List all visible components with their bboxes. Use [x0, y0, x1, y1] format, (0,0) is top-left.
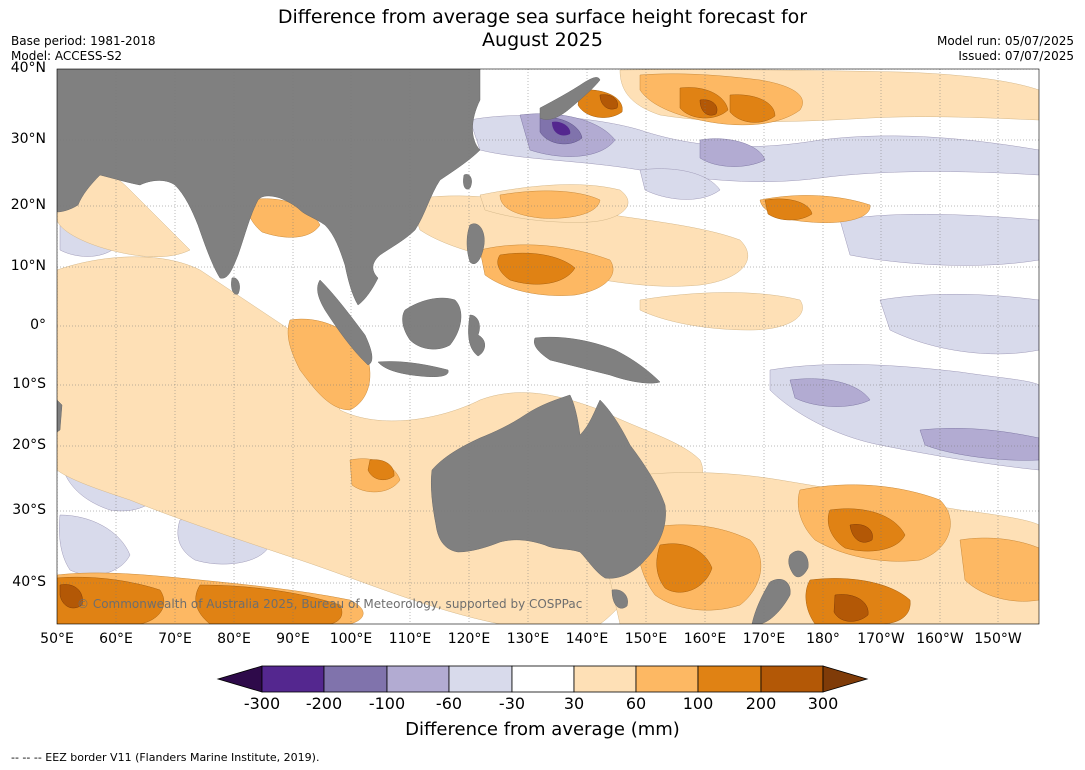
colorbar-segment — [511, 665, 575, 693]
latitude-label: 20°N — [10, 197, 46, 213]
map-frame — [56, 68, 1040, 625]
colorbar — [216, 665, 869, 693]
longitude-label: 120°E — [447, 631, 491, 647]
anomaly-dark-orange-regions — [59, 94, 873, 622]
colorbar-tick-label: -300 — [243, 694, 281, 713]
anomaly-deepest-purple-region — [552, 121, 571, 136]
map-credit: © Commonwealth of Australia 2025, Bureau… — [77, 597, 583, 611]
longitude-label: 160°W — [916, 631, 964, 647]
longitude-label: 160°E — [683, 631, 727, 647]
colorbar-tick-label: 100 — [682, 694, 714, 713]
colorbar-segment — [573, 665, 637, 693]
longitude-label: 170°E — [742, 631, 786, 647]
longitude-label: 130°E — [506, 631, 550, 647]
latitude-label: 40°S — [12, 574, 46, 590]
longitude-label: 140°E — [565, 631, 609, 647]
longitude-label: 110°E — [388, 631, 432, 647]
colorbar-segment — [261, 665, 325, 693]
longitude-label: 180° — [806, 631, 840, 647]
latitude-label: 10°N — [10, 258, 46, 274]
longitude-label: 90°E — [276, 631, 310, 647]
colorbar-tick-label: -100 — [368, 694, 406, 713]
colorbar-segment — [760, 665, 824, 693]
latitude-label: 30°S — [12, 502, 46, 518]
colorbar-tick-label: 300 — [807, 694, 839, 713]
colorbar-extend-min — [216, 665, 263, 693]
colorbar-tick-label: -200 — [305, 694, 343, 713]
model-run: Model run: 05/07/2025 — [936, 34, 1074, 48]
longitude-label: 150°E — [624, 631, 668, 647]
longitude-label: 80°E — [217, 631, 251, 647]
longitude-label: 70°E — [158, 631, 192, 647]
issued-date: Issued: 07/07/2025 — [958, 49, 1074, 63]
latitude-label: 10°S — [12, 376, 46, 392]
longitude-label: 60°E — [99, 631, 133, 647]
longitude-label: 170°W — [857, 631, 905, 647]
latitude-label: 0° — [30, 317, 46, 333]
colorbar-tick-label: -60 — [435, 694, 463, 713]
colorbar-tick-label: 60 — [625, 694, 647, 713]
colorbar-tick-label: 30 — [563, 694, 585, 713]
graticule-lines — [57, 69, 1039, 624]
latitude-label: 40°N — [10, 60, 46, 76]
colorbar-tick-label: 200 — [745, 694, 777, 713]
colorbar-segment — [323, 665, 388, 693]
eez-footnote: -- -- -- EEZ border V11 (Flanders Marine… — [11, 751, 320, 764]
colorbar-extend-max — [822, 665, 869, 693]
chart-title-line1: Difference from average sea surface heig… — [277, 6, 808, 28]
colorbar-segment — [386, 665, 450, 693]
latitude-label: 20°S — [12, 437, 46, 453]
latitude-label: 30°N — [10, 131, 46, 147]
model-name: Model: ACCESS-S2 — [11, 49, 123, 63]
colorbar-segment — [448, 665, 513, 693]
colorbar-title: Difference from average (mm) — [405, 719, 680, 740]
colorbar-tick-label: -30 — [498, 694, 526, 713]
colorbar-segment — [635, 665, 699, 693]
longitude-label: 50°E — [40, 631, 74, 647]
colorbar-segment — [697, 665, 762, 693]
longitude-label: 150°W — [974, 631, 1022, 647]
chart-title-line2: August 2025 — [482, 29, 603, 51]
base-period: Base period: 1981-2018 — [11, 34, 156, 48]
land-masses — [57, 69, 809, 624]
longitude-label: 100°E — [329, 631, 373, 647]
